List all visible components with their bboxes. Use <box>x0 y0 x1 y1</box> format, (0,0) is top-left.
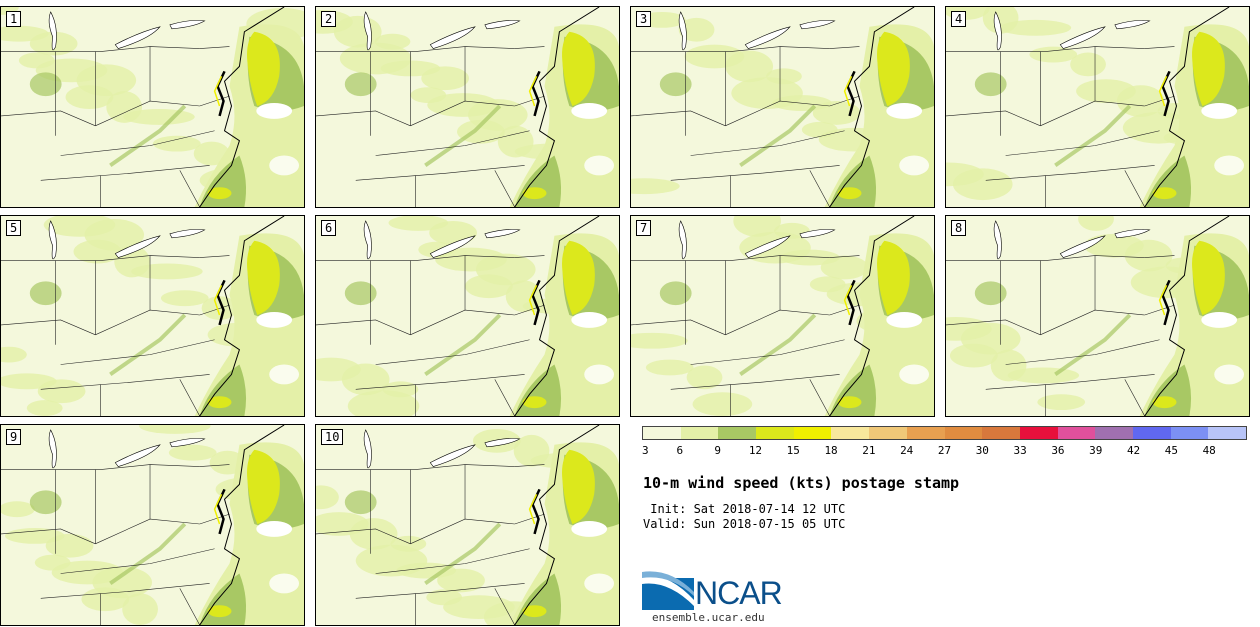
wind-speed-map <box>1 216 304 416</box>
wind-speed-map <box>1 7 304 207</box>
colorbar-tick-label: 9 <box>714 444 721 457</box>
colorbar-segment <box>643 427 681 439</box>
colorbar-segment <box>906 427 945 439</box>
colorbar-segment <box>1132 427 1171 439</box>
colorbar-tick-label: 36 <box>1051 444 1065 457</box>
ncar-logo-text: NCAR <box>695 575 783 611</box>
wind-speed-map <box>946 216 1249 416</box>
ncar-swoosh-icon <box>642 571 694 610</box>
map-panel-9: 9 <box>0 424 305 626</box>
wind-speed-map <box>316 425 619 625</box>
colorbar-tick-label: 18 <box>824 444 838 457</box>
colorbar-tick-label: 12 <box>748 444 763 457</box>
map-panel-4: 4 <box>945 6 1250 208</box>
colorbar-segment <box>944 427 983 439</box>
colorbar <box>642 426 1247 440</box>
colorbar-tick-label: 24 <box>900 444 914 457</box>
map-panel-10: 10 <box>315 424 620 626</box>
chart-title: 10-m wind speed (kts) postage stamp <box>643 474 960 492</box>
member-number-label: 8 <box>951 220 967 236</box>
map-panel-7: 7 <box>630 215 935 417</box>
colorbar-segment <box>831 427 870 439</box>
member-number-label: 7 <box>636 220 652 236</box>
colorbar-segment <box>680 427 719 439</box>
colorbar-segment <box>1170 427 1209 439</box>
colorbar-tick-label: 48 <box>1202 444 1216 457</box>
colorbar-labels: 3 6 9 12 15 18 21 24 27 30 33 36 39 42 45 48 <box>642 444 1247 460</box>
wind-speed-map <box>316 216 619 416</box>
colorbar-tick-label: 30 <box>975 444 989 457</box>
init-time: Init: Sat 2018-07-14 12 UTC <box>643 502 846 516</box>
colorbar-tick-label: 42 <box>1126 444 1141 457</box>
valid-time: Valid: Sun 2018-07-15 05 UTC <box>643 517 846 531</box>
colorbar-segment <box>1057 427 1096 439</box>
map-panel-6: 6 <box>315 215 620 417</box>
colorbar-segment <box>1208 427 1246 439</box>
colorbar-tick-label: 21 <box>862 444 876 457</box>
colorbar-segment <box>1019 427 1058 439</box>
wind-speed-map <box>1 425 304 625</box>
colorbar-tick-label: 6 <box>676 444 684 457</box>
ncar-logo: NCAR <box>642 570 792 612</box>
wind-speed-map <box>316 7 619 207</box>
colorbar-tick-label: 33 <box>1013 444 1027 457</box>
colorbar-tick-label: 15 <box>786 444 800 457</box>
map-panel-5: 5 <box>0 215 305 417</box>
colorbar-segment <box>793 427 832 439</box>
map-panel-8: 8 <box>945 215 1250 417</box>
wind-speed-map <box>631 7 934 207</box>
colorbar-tick-label: 3 <box>642 444 649 457</box>
colorbar-segment <box>869 427 907 439</box>
member-number-label: 9 <box>6 429 22 445</box>
member-number-label: 1 <box>6 11 22 27</box>
wind-speed-map <box>946 7 1249 207</box>
colorbar-segment <box>718 427 757 439</box>
member-number-label: 2 <box>321 11 337 27</box>
member-number-label: 5 <box>6 220 22 236</box>
colorbar-tick-label: 39 <box>1089 444 1103 457</box>
colorbar-tick-label: 45 <box>1164 444 1178 457</box>
map-panel-2: 2 <box>315 6 620 208</box>
colorbar-segment <box>1095 427 1133 439</box>
colorbar-segment <box>756 427 794 439</box>
colorbar-segment <box>982 427 1020 439</box>
member-number-label: 4 <box>951 11 967 27</box>
member-number-label: 6 <box>321 220 337 236</box>
map-panel-3: 3 <box>630 6 935 208</box>
map-panel-1: 1 <box>0 6 305 208</box>
source-url: ensemble.ucar.edu <box>652 611 765 624</box>
colorbar-tick-label: 27 <box>937 444 952 457</box>
member-number-label: 3 <box>636 11 652 27</box>
member-number-label: 10 <box>321 429 344 445</box>
wind-speed-map <box>631 216 934 416</box>
